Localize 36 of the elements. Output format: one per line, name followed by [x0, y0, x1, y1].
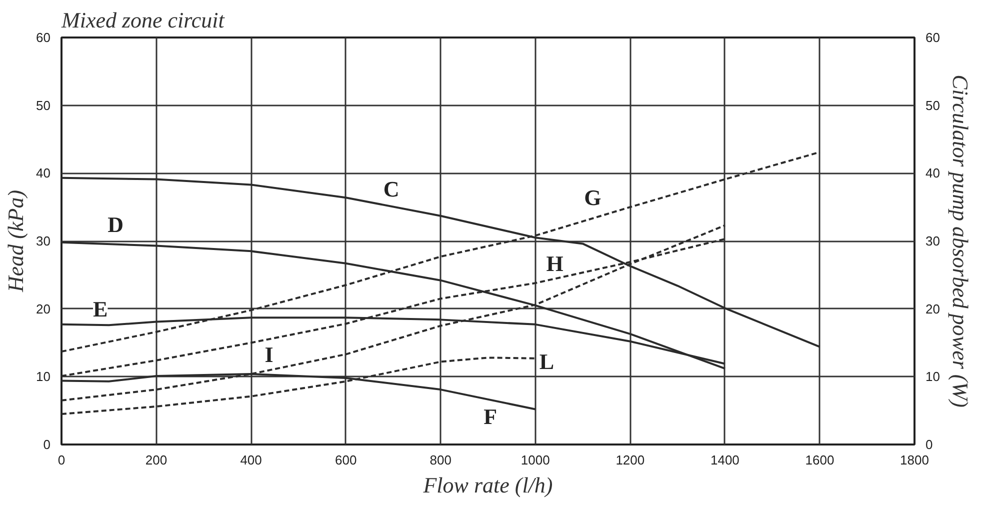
- y2-tick-label: 30: [926, 234, 940, 248]
- annotation: H: [546, 250, 564, 276]
- y-tick-label: 60: [36, 30, 51, 45]
- x-tick-label: 0: [58, 452, 66, 468]
- x-tick-label: 1400: [710, 452, 740, 468]
- annotation: L: [539, 349, 554, 374]
- x-axis-title: Flow rate (l/h): [422, 472, 553, 498]
- x-tick-label: 200: [145, 452, 168, 468]
- y-tick-label: 50: [36, 98, 51, 113]
- annotation: G: [584, 185, 602, 210]
- x-tick-label: 1200: [616, 452, 645, 468]
- x-tick-label: 1800: [900, 452, 929, 468]
- y2-tick-label: 20: [926, 301, 940, 316]
- y2-tick-label: 10: [926, 369, 940, 384]
- y2-tick-label: 50: [926, 98, 940, 113]
- chart-title: Mixed zone circuit: [60, 8, 226, 32]
- x-tick-label: 1000: [520, 452, 550, 468]
- y-tick-label: 40: [36, 166, 51, 181]
- y-tick-label: 30: [36, 234, 51, 248]
- y-tick-label: 20: [36, 301, 51, 316]
- y2-tick-label: 40: [926, 166, 940, 181]
- y2-tick-label: 60: [926, 30, 940, 45]
- y-tick-label: 0: [43, 437, 51, 452]
- annotation: I: [264, 342, 274, 367]
- x-tick-label: 1600: [805, 452, 834, 468]
- x-tick-label: 800: [430, 452, 452, 468]
- x-tick-label: 400: [240, 452, 262, 468]
- y-tick-label: 10: [36, 369, 51, 384]
- annotation: E: [93, 296, 108, 322]
- annotation: F: [484, 404, 498, 430]
- y2-axis-title: Circulator pump absorbed power (W): [948, 74, 973, 408]
- y-axis-title: Head (kPa): [3, 190, 28, 294]
- y2-tick-label: 0: [926, 437, 933, 452]
- annotation: D: [108, 212, 124, 238]
- annotation: C: [383, 176, 400, 202]
- x-tick-label: 600: [334, 452, 357, 468]
